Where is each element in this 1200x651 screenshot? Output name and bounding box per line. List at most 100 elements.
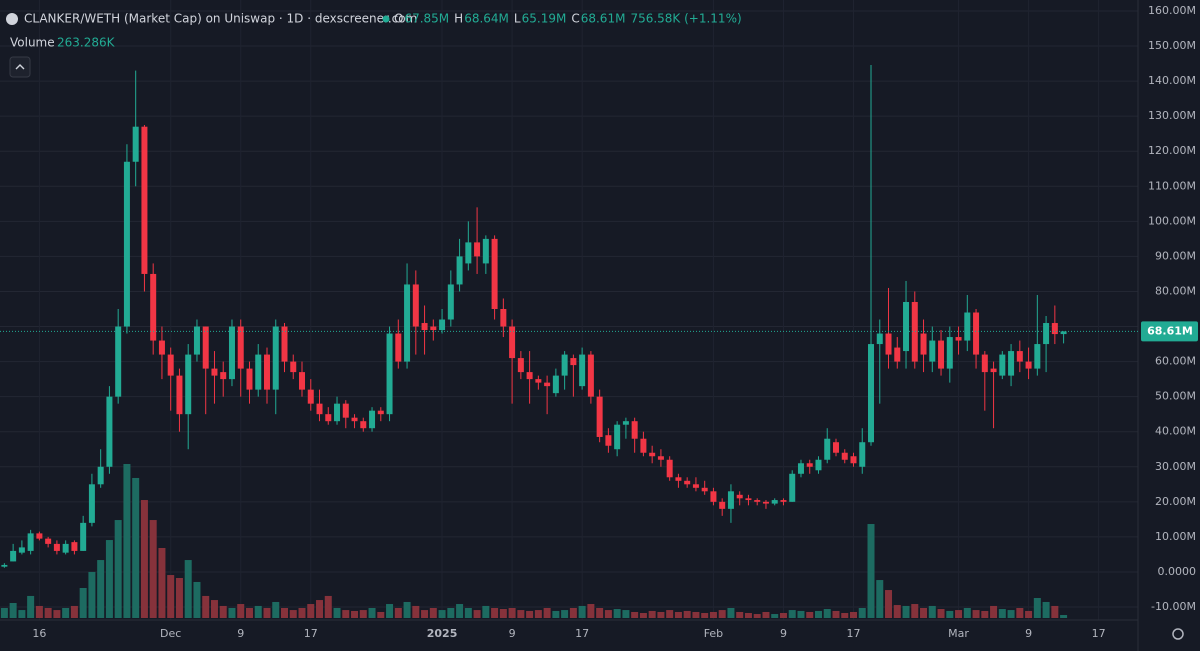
volume-bar bbox=[639, 612, 647, 618]
candle-body bbox=[868, 344, 875, 443]
volume-bar bbox=[779, 612, 787, 618]
x-tick-label: Feb bbox=[704, 627, 723, 640]
volume-bar bbox=[692, 611, 700, 618]
candle-body bbox=[955, 337, 962, 341]
y-tick-label: 110.00M bbox=[1148, 179, 1196, 192]
candle-body bbox=[412, 284, 419, 327]
candle-body bbox=[666, 459, 673, 478]
volume-bar bbox=[88, 571, 96, 618]
candle-body bbox=[220, 372, 227, 380]
candle-body bbox=[806, 463, 813, 467]
volume-name: Volume bbox=[10, 36, 55, 50]
volume-bar bbox=[552, 610, 560, 618]
volume-bar bbox=[1007, 610, 1015, 618]
volume-bar bbox=[990, 605, 998, 618]
volume-bar bbox=[140, 500, 148, 618]
volume-bar bbox=[622, 610, 630, 618]
candle-body bbox=[325, 414, 332, 422]
volume-bar bbox=[762, 611, 770, 618]
volume-bar bbox=[9, 602, 17, 618]
candle-body bbox=[474, 242, 481, 257]
candle-body bbox=[762, 501, 769, 504]
x-tick-label: 16 bbox=[32, 627, 46, 640]
candle-body bbox=[517, 358, 524, 373]
volume-bar bbox=[438, 610, 446, 618]
volume-bar bbox=[403, 601, 411, 618]
candle-body bbox=[999, 354, 1006, 376]
candle-body bbox=[447, 284, 454, 320]
volume-bar bbox=[657, 611, 665, 618]
candle-body bbox=[981, 354, 988, 373]
candle-body bbox=[491, 238, 498, 309]
candle-body bbox=[307, 389, 314, 404]
candle-body bbox=[570, 358, 577, 366]
candle-body bbox=[903, 301, 910, 352]
volume-bar bbox=[893, 605, 901, 618]
candle-body bbox=[824, 438, 831, 460]
volume-bar bbox=[543, 607, 551, 618]
candle-body bbox=[1025, 361, 1032, 369]
candle-body bbox=[123, 161, 130, 327]
candle-body bbox=[1051, 323, 1058, 335]
candle-body bbox=[692, 484, 699, 488]
candle-body bbox=[526, 372, 533, 380]
candle-body bbox=[281, 326, 288, 362]
header: CLANKER/WETH (Market Cap) on Uniswap · 1… bbox=[6, 12, 742, 78]
x-tick-label: 17 bbox=[847, 627, 861, 640]
candle-body bbox=[97, 466, 104, 485]
candle-body bbox=[771, 500, 778, 504]
volume-bar bbox=[219, 605, 227, 618]
candle-body bbox=[211, 368, 218, 376]
volume-bar bbox=[0, 607, 8, 618]
collapse-button[interactable] bbox=[9, 56, 31, 78]
volume-bar bbox=[351, 610, 359, 618]
volume-bar bbox=[788, 610, 796, 618]
price-tag-label: 68.61M bbox=[1147, 324, 1193, 337]
y-tick-label: 80.00M bbox=[1155, 284, 1196, 297]
candle-body bbox=[202, 326, 209, 369]
candle-body bbox=[255, 354, 262, 390]
ohlc: O 67.85M H 68.64M L 65.19M C 68.61M 756.58K (+1.… bbox=[394, 12, 742, 26]
volume-bar bbox=[412, 605, 420, 618]
volume-bar bbox=[114, 520, 122, 618]
volume-bar bbox=[473, 610, 481, 618]
volume-bar bbox=[447, 607, 455, 618]
volume-bar bbox=[613, 609, 621, 618]
candle-body bbox=[815, 459, 822, 471]
volume-bar bbox=[53, 610, 61, 618]
volume-bar bbox=[885, 590, 893, 618]
volume-bar bbox=[149, 520, 157, 618]
candle-body bbox=[885, 333, 892, 355]
candle-body bbox=[605, 435, 612, 446]
candle-body bbox=[45, 538, 52, 544]
volume-bar bbox=[210, 600, 218, 618]
candle-body bbox=[911, 301, 918, 362]
volume-bar bbox=[683, 610, 691, 618]
candle-body bbox=[193, 326, 200, 355]
candle-body bbox=[631, 421, 638, 439]
volume-bar bbox=[517, 610, 525, 618]
volume-bar bbox=[718, 610, 726, 618]
candle-body bbox=[176, 375, 183, 415]
volume-bar bbox=[823, 609, 831, 618]
candle-body bbox=[430, 326, 437, 331]
candle-body bbox=[299, 372, 306, 390]
volume-bar bbox=[386, 604, 394, 618]
volume-bar bbox=[263, 607, 271, 618]
candle-body bbox=[876, 333, 883, 345]
volume-bar bbox=[1025, 610, 1033, 618]
candle-body bbox=[421, 323, 428, 331]
candle-body bbox=[509, 326, 516, 359]
volume-bar bbox=[666, 610, 674, 618]
volume-bar bbox=[587, 604, 595, 618]
volume-bar bbox=[744, 612, 752, 618]
volume-bar bbox=[841, 612, 849, 618]
volume-bar bbox=[97, 560, 105, 618]
volume-bar bbox=[394, 607, 402, 618]
candle-body bbox=[351, 417, 358, 422]
candle-body bbox=[1043, 323, 1050, 345]
settings-button[interactable] bbox=[1172, 628, 1184, 640]
volume-bar bbox=[578, 605, 586, 618]
x-tick-label: 17 bbox=[575, 627, 589, 640]
candle-body bbox=[158, 340, 165, 355]
